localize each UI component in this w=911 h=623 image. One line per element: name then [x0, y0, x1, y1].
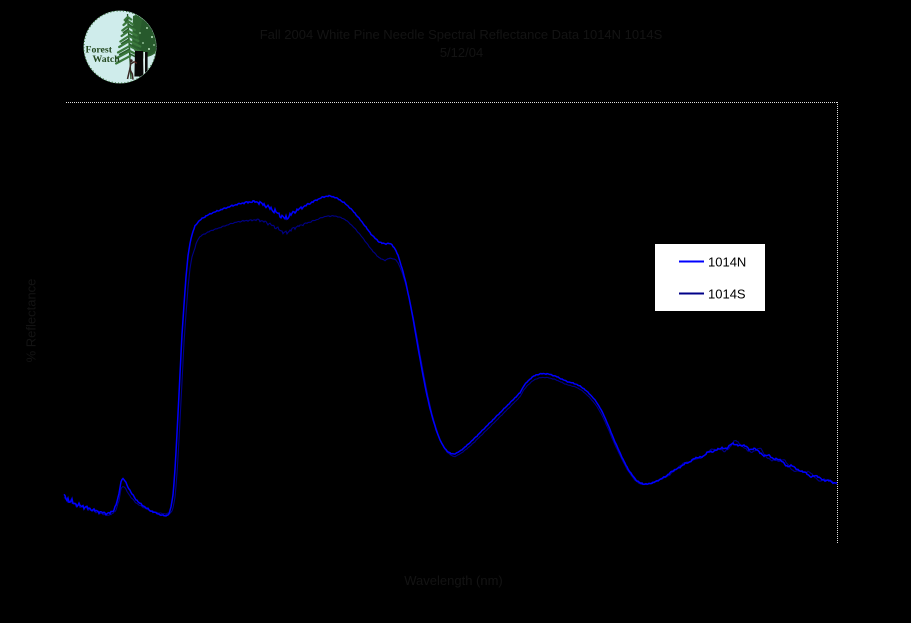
svg-text:Watch: Watch — [93, 54, 121, 65]
svg-text:1014N: 1014N — [708, 255, 746, 270]
svg-text:Forest: Forest — [86, 45, 113, 56]
svg-text:1014S: 1014S — [708, 287, 746, 302]
